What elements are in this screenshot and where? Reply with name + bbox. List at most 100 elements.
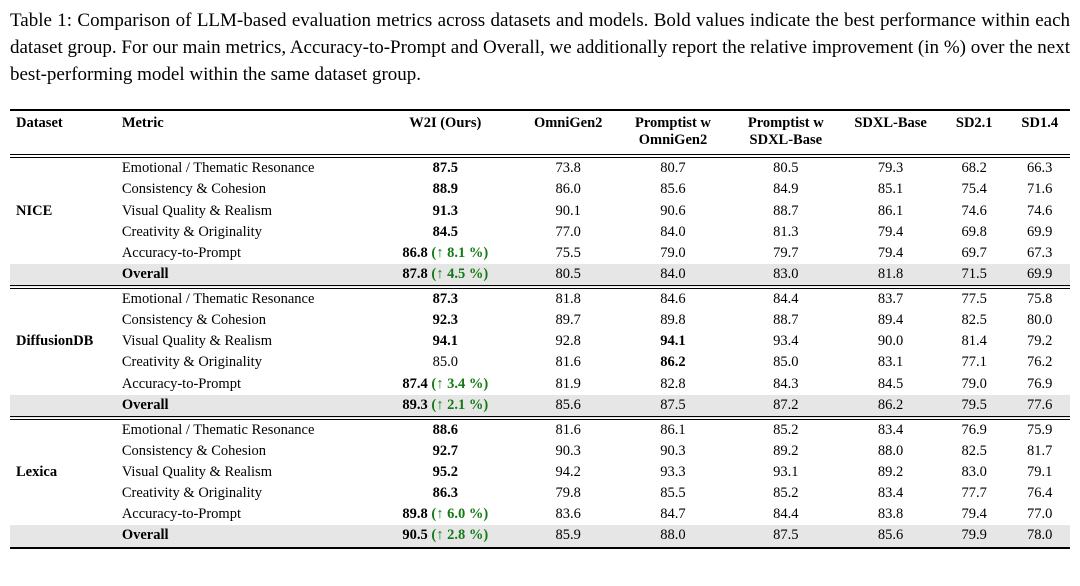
metric-value: 83.6 xyxy=(555,506,581,523)
value-cell: 85.0 xyxy=(729,352,842,373)
value-cell: 89.4 xyxy=(842,310,939,331)
dataset-spacer xyxy=(10,287,119,310)
value-cell: 90.3 xyxy=(617,441,730,462)
value-cell: 91.3 xyxy=(371,201,520,222)
value-cell: 81.6 xyxy=(520,352,617,373)
metric-value: 77.7 xyxy=(961,485,987,502)
metric-value: 82.5 xyxy=(961,312,987,329)
metric-value: 88.9 xyxy=(432,181,458,198)
value-cell: 75.8 xyxy=(1009,287,1070,310)
value-cell: 85.6 xyxy=(842,525,939,548)
value-cell: 79.4 xyxy=(939,504,1010,525)
metric-value: 81.8 xyxy=(877,265,904,282)
metric-label: Creativity & Originality xyxy=(121,354,262,371)
metric-label: Consistency & Cohesion xyxy=(121,181,267,198)
metric-value: 87.2 xyxy=(773,396,799,413)
metric-value: 80.5 xyxy=(773,160,799,177)
dataset-spacer xyxy=(10,504,119,525)
paper-page: Table 1: Comparison of LLM-based evaluat… xyxy=(10,10,1070,549)
metric-label: Overall xyxy=(118,525,371,548)
metric-value: 92.3 xyxy=(432,312,458,329)
table-row: Creativity & Originality 84.5 77.0 84.0 81.3… xyxy=(10,222,1070,243)
metric-value: 92.7 xyxy=(432,442,458,459)
value-cell: 84.0 xyxy=(617,222,730,243)
value-cell: 94.2 xyxy=(520,462,617,483)
metric-value: 75.5 xyxy=(555,244,581,261)
metric-value: 89.7 xyxy=(555,312,581,329)
value-cell: 81.6 xyxy=(520,418,617,441)
column-header-metric: Metric xyxy=(121,114,164,131)
dataset-spacer xyxy=(10,374,119,395)
value-cell: 86.0 xyxy=(520,179,617,200)
metric-value: 88.7 xyxy=(773,312,799,329)
table-row: Accuracy-to-Prompt 86.8 (↑ 8.1 %) 75.5 79.0… xyxy=(10,243,1070,264)
metric-value: 82.8 xyxy=(660,375,686,392)
metric-label: Overall xyxy=(118,394,371,418)
metric-value: 75.9 xyxy=(1027,421,1053,438)
table-row: Accuracy-to-Prompt 87.4 (↑ 3.4 %) 81.9 82.8… xyxy=(10,374,1070,395)
value-cell: 83.4 xyxy=(842,483,939,504)
metric-value: 79.3 xyxy=(877,160,904,177)
value-cell: 68.2 xyxy=(939,156,1010,179)
metric-value: 86.0 xyxy=(555,181,581,198)
table-header: Dataset Metric W2I (Ours) OmniGen2 Promptist… xyxy=(10,110,1070,156)
value-cell: 84.4 xyxy=(729,287,842,310)
metric-value: 78.0 xyxy=(1027,527,1053,544)
value-cell: 85.0 xyxy=(371,352,520,373)
value-cell: 90.1 xyxy=(520,201,617,222)
metric-value: 81.8 xyxy=(555,291,581,307)
metric-value: 81.6 xyxy=(555,354,581,371)
metric-value: 89.2 xyxy=(877,464,904,480)
metric-label: Accuracy-to-Prompt xyxy=(121,244,241,261)
value-cell: 79.4 xyxy=(842,222,939,243)
value-cell: 84.4 xyxy=(729,504,842,525)
value-cell: 75.4 xyxy=(939,179,1010,200)
value-cell: 79.1 xyxy=(1009,462,1070,483)
metric-value: 84.5 xyxy=(432,223,458,240)
value-cell: 88.6 xyxy=(371,418,520,441)
metric-value: 85.6 xyxy=(660,181,686,198)
column-header-sd2-1: SD2.1 xyxy=(955,114,993,131)
metric-value: 79.0 xyxy=(961,375,987,392)
metric-value: 83.0 xyxy=(773,265,799,282)
metric-value: 93.3 xyxy=(660,464,686,480)
value-cell: 81.7 xyxy=(1009,441,1070,462)
dataset-spacer xyxy=(10,441,119,462)
metric-value: 84.5 xyxy=(877,375,904,392)
metric-value: 86.2 xyxy=(660,354,686,371)
value-cell: 80.5 xyxy=(729,156,842,179)
metric-value: 90.3 xyxy=(660,442,686,459)
metric-value: 83.8 xyxy=(877,506,904,523)
dataset-spacer xyxy=(10,179,119,200)
metric-value: 79.4 xyxy=(961,506,987,523)
metric-value: 73.8 xyxy=(555,160,581,177)
metric-value: 85.2 xyxy=(773,485,799,502)
value-cell: 76.9 xyxy=(939,418,1010,441)
metric-value: 66.3 xyxy=(1027,160,1053,177)
value-cell: 87.5 xyxy=(729,525,843,548)
value-cell: 94.1 xyxy=(371,331,520,352)
value-cell: 85.2 xyxy=(729,483,842,504)
value-cell: 79.4 xyxy=(842,243,939,264)
value-cell: 80.0 xyxy=(1009,310,1070,331)
dataset-spacer xyxy=(10,243,119,264)
metric-value: 89.3 xyxy=(402,396,428,413)
value-cell: 83.7 xyxy=(842,287,939,310)
metric-value: 77.6 xyxy=(1027,396,1053,413)
metric-label: Consistency & Cohesion xyxy=(121,312,267,329)
value-cell: 69.9 xyxy=(1009,222,1070,243)
value-cell: 87.3 xyxy=(371,287,520,310)
metric-value: 86.1 xyxy=(660,421,686,438)
results-table: Dataset Metric W2I (Ours) OmniGen2 Promptist… xyxy=(10,108,1070,549)
metric-value: 75.8 xyxy=(1027,291,1053,307)
value-cell: 79.3 xyxy=(842,156,939,179)
table-row: Lexica Visual Quality & Realism 95.2 94.2 93… xyxy=(10,462,1070,483)
metric-value: 88.0 xyxy=(660,527,686,544)
table-row: Creativity & Originality 86.3 79.8 85.5 85.2… xyxy=(10,483,1070,504)
metric-value: 83.7 xyxy=(877,291,904,307)
value-cell: 79.2 xyxy=(1009,331,1070,352)
metric-value: 86.2 xyxy=(877,396,904,413)
value-cell: 79.0 xyxy=(939,374,1010,395)
metric-value: 84.0 xyxy=(660,265,686,282)
metric-value: 89.8 xyxy=(402,506,428,523)
